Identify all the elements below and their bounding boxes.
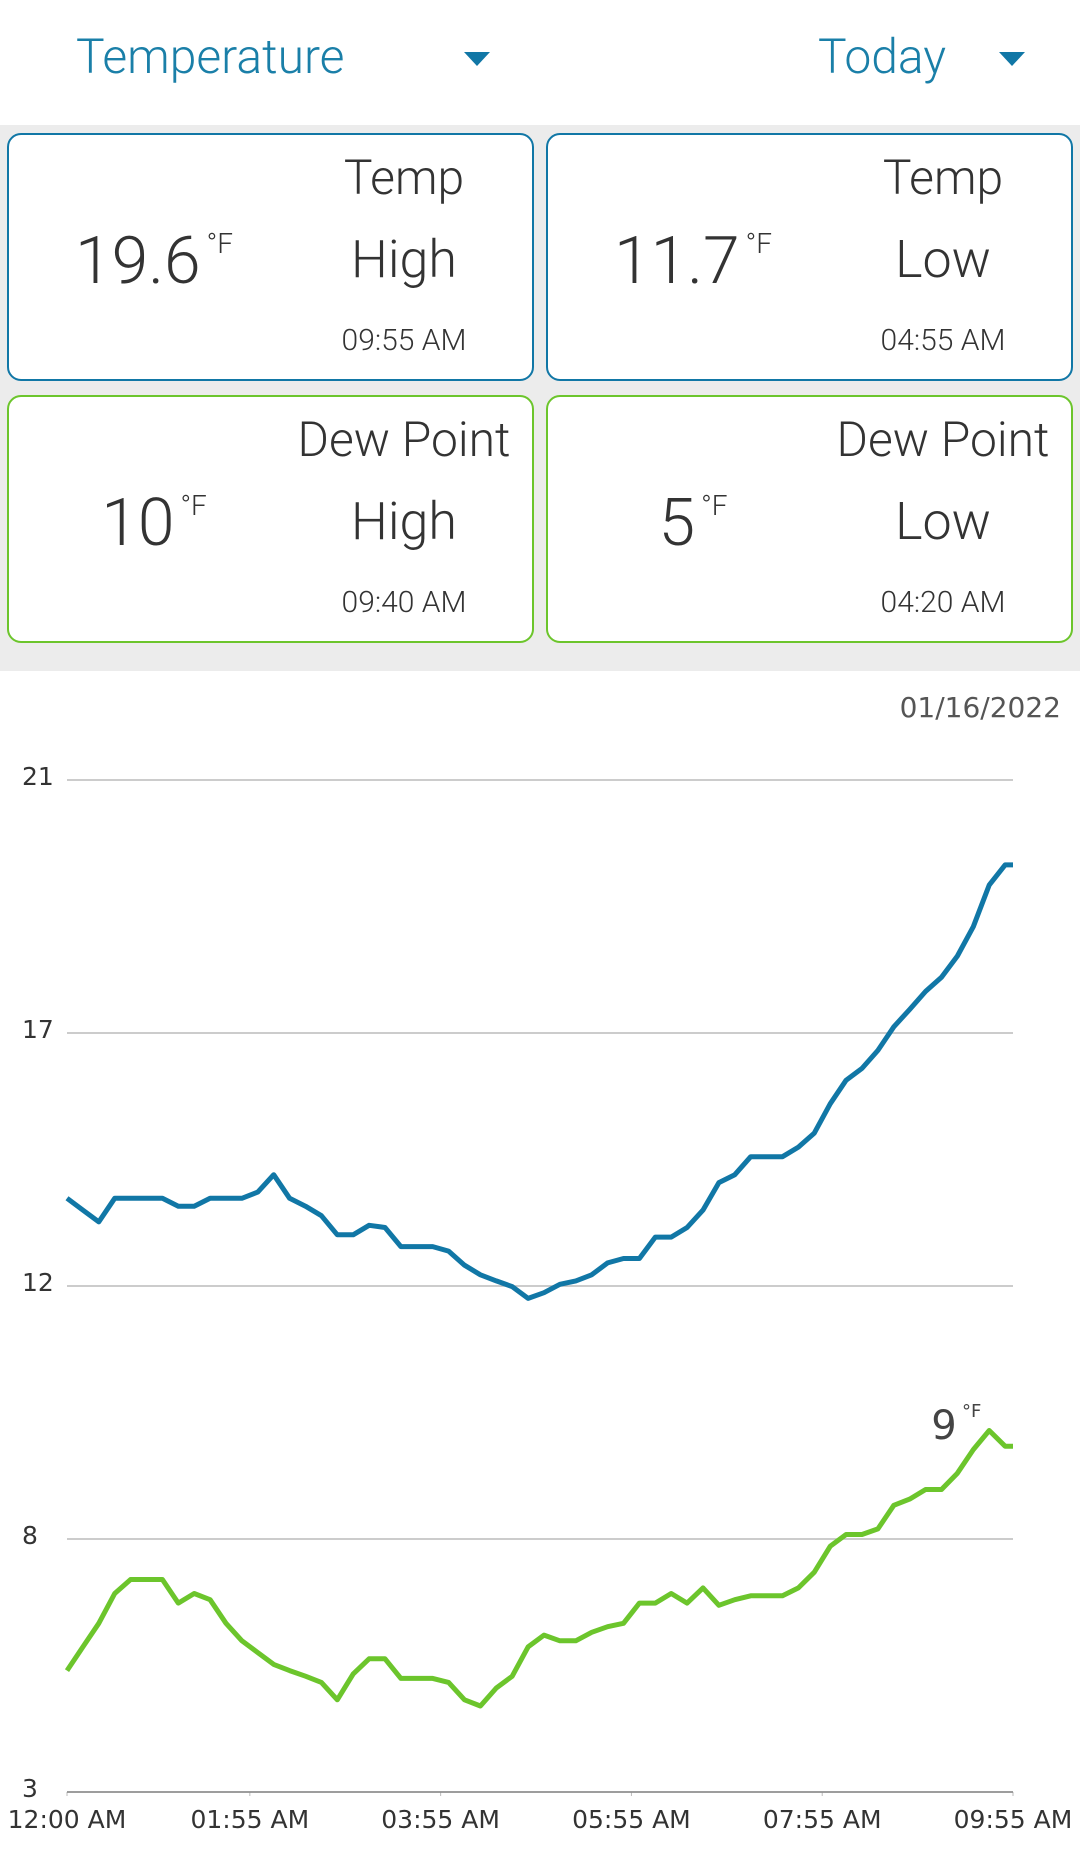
- dropdown-arrows: [464, 52, 1025, 66]
- stat-sublabel: Low: [895, 491, 991, 552]
- value-unit: °F: [180, 489, 207, 522]
- dropdown-arrow[interactable]: [464, 52, 490, 66]
- annotation-unit: °F: [962, 1401, 981, 1422]
- stat-time: 04:20 AM: [880, 585, 1006, 620]
- annotation-value: 9: [931, 1403, 956, 1449]
- value-unit: °F: [701, 489, 728, 522]
- value-number: 10: [101, 485, 175, 562]
- stat-time: 04:55 AM: [880, 323, 1006, 358]
- y-tick-label: 17: [22, 1015, 54, 1044]
- stat-label: Dew Point: [297, 411, 511, 468]
- stat-time: 09:55 AM: [341, 323, 467, 358]
- chart: 01/16/2022 3 8 12 17 21 12:00 AM 01:55 AM 03:55 …: [8, 691, 1073, 1834]
- x-tick-label: 05:55 AM: [572, 1805, 691, 1834]
- y-tick-label: 3: [22, 1774, 38, 1803]
- stat-card: 19.6 °F Temp High 09:55 AM: [7, 133, 534, 381]
- value-unit: °F: [745, 227, 772, 260]
- stat-sublabel: Low: [895, 229, 991, 290]
- stat-label: Temp: [882, 149, 1004, 206]
- period-dropdown[interactable]: Today: [818, 28, 947, 85]
- y-tick-label: 8: [22, 1521, 38, 1550]
- stat-label: Temp: [343, 149, 465, 206]
- x-tick-label: 09:55 AM: [954, 1805, 1073, 1834]
- stat-sublabel: High: [351, 491, 457, 552]
- stat-card: 5 °F Dew Point Low 04:20 AM: [546, 395, 1073, 643]
- stat-card: 10 °F Dew Point High 09:40 AM: [7, 395, 534, 643]
- x-tick-label: 07:55 AM: [763, 1805, 882, 1834]
- stat-card: 11.7 °F Temp Low 04:55 AM: [546, 133, 1073, 381]
- series-line: [65, 862, 1013, 1301]
- x-tick-label: 03:55 AM: [381, 1805, 500, 1834]
- value-unit: °F: [206, 227, 233, 260]
- x-tick-label: 12:00 AM: [8, 1805, 127, 1834]
- stat-label: Dew Point: [836, 411, 1050, 468]
- stat-value: 5 °F: [548, 485, 838, 562]
- series-line: [64, 1428, 1013, 1709]
- chart-date: 01/16/2022: [900, 691, 1061, 724]
- value-number: 5: [658, 485, 696, 562]
- metric-dropdown[interactable]: Temperature: [76, 28, 345, 85]
- value-number: 11.7: [614, 223, 740, 300]
- x-tick-label: 01:55 AM: [191, 1805, 310, 1834]
- dropdown-arrow[interactable]: [999, 52, 1025, 66]
- y-tick-label: 21: [22, 762, 54, 791]
- stat-time: 09:40 AM: [341, 585, 467, 620]
- stat-value: 10 °F: [9, 485, 299, 562]
- y-tick-label: 12: [22, 1268, 54, 1297]
- stat-value: 11.7 °F: [548, 223, 838, 300]
- stat-sublabel: High: [351, 229, 457, 290]
- header: Temperature Today: [0, 0, 1080, 125]
- value-number: 19.6: [75, 223, 201, 300]
- stat-value: 19.6 °F: [9, 223, 299, 300]
